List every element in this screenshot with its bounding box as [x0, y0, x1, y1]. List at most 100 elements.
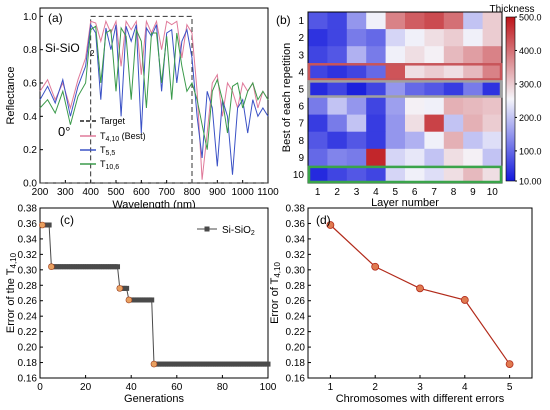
colorbar-tick-label: 200.0 — [519, 113, 542, 123]
heatmap-cell — [385, 97, 406, 115]
heatmap-cell — [346, 148, 367, 167]
y-tick-label: 0.36 — [286, 219, 306, 230]
y-tick-label: 0.0 — [23, 179, 37, 190]
y-tick-label: 0.34 — [286, 234, 306, 245]
heatmap-cell — [405, 80, 425, 98]
heatmap-cell — [327, 29, 348, 47]
x-tick-label: 200 — [32, 187, 49, 198]
heatmap-cell — [482, 80, 503, 98]
heatmap-cell — [366, 97, 386, 115]
heatmap-cell — [463, 97, 483, 115]
y-tick-label: 0.2 — [23, 145, 37, 156]
heatmap-cell — [405, 148, 425, 167]
heatmap-cell — [366, 63, 386, 81]
heatmap-cell — [482, 97, 503, 115]
panel-label: (a) — [48, 11, 63, 25]
x-tick-label: 600 — [133, 187, 150, 198]
heatmap-cell — [346, 46, 367, 64]
x-tick-label: 60 — [171, 382, 183, 393]
y-tick-label: 4 — [298, 67, 304, 78]
heatmap-cell — [385, 29, 406, 47]
heatmap-cell — [443, 46, 464, 64]
y-tick-label: 0.38 — [18, 204, 38, 215]
heatmap-cell — [463, 114, 483, 133]
y-tick-label: 0.18 — [286, 358, 306, 369]
y-tick-label: 0.38 — [286, 204, 306, 215]
y-tick-label: 0.18 — [18, 358, 38, 369]
heatmap-cell — [405, 46, 425, 64]
x-tick-label: 0 — [37, 382, 43, 393]
heatmap-cell — [405, 114, 425, 133]
heatmap-cell — [327, 114, 348, 133]
heatmap-cell — [308, 97, 328, 115]
x-tick-label: 8 — [451, 187, 457, 198]
heatmap-cell — [443, 80, 464, 98]
heatmap-cell — [308, 46, 328, 64]
y-tick-label: 0.8 — [23, 45, 37, 56]
x-tick-label: 500 — [108, 187, 125, 198]
heatmap-cell — [424, 63, 445, 81]
panel-label: (d) — [316, 213, 331, 227]
highlight-point — [125, 296, 133, 304]
y-tick-label: 0.20 — [286, 343, 306, 354]
row-highlight — [307, 80, 503, 98]
heatmap-cell — [443, 131, 464, 150]
heatmap-cell — [443, 165, 464, 184]
y-tick-label: 0.22 — [286, 327, 306, 338]
heatmap-cell — [308, 29, 328, 47]
heatmap-cell — [308, 80, 328, 98]
y-tick-label: 3 — [298, 50, 304, 61]
heatmap-cell — [327, 80, 348, 98]
heatmap-cell — [366, 165, 386, 184]
heatmap-cell — [463, 63, 483, 81]
heatmap-cell — [366, 29, 386, 47]
heatmap-cell — [346, 29, 367, 47]
heatmap-cell — [443, 29, 464, 47]
y-tick-label: 0.34 — [18, 234, 38, 245]
panel-a-reflectance-chart: 200 300 400 500 600 700 800 900 1000 1100 0.0 0.2 0.… — [5, 7, 279, 211]
heatmap-cell — [463, 165, 483, 184]
x-tick-label: 3 — [354, 187, 360, 198]
legend-label: Si-SiO2 — [222, 225, 255, 237]
material-annotation: Si-SiO — [45, 41, 80, 55]
x-axis-label: Generations — [124, 393, 184, 405]
colorbar-tick-label: 100.0 — [519, 146, 542, 156]
x-tick-label: 800 — [184, 187, 201, 198]
y-tick-label: 0.32 — [18, 250, 38, 261]
y-tick-label: 7 — [298, 119, 304, 130]
colorbar — [505, 16, 516, 182]
heatmap-cell — [405, 165, 425, 184]
heatmap-cell — [443, 12, 464, 30]
heatmap-cell — [385, 80, 406, 98]
heatmap-cell — [405, 97, 425, 115]
row-highlight — [307, 165, 503, 184]
heatmap-cell — [482, 12, 503, 30]
legend-label: T10,6 — [100, 159, 119, 171]
x-tick-label: 80 — [217, 382, 229, 393]
heatmap-cell — [424, 165, 445, 184]
heatmap-cell — [424, 12, 445, 30]
heatmap-cell — [385, 46, 406, 64]
x-tick-label: 6 — [412, 187, 418, 198]
data-point — [326, 221, 335, 229]
heatmap-cell — [366, 114, 386, 133]
y-tick-label: 0.26 — [18, 296, 38, 307]
heatmap-cell — [308, 165, 328, 184]
heatmap-cell — [366, 131, 386, 150]
y-tick-label: 0.16 — [286, 374, 306, 385]
data-point — [46, 222, 52, 228]
data-point — [149, 297, 155, 303]
heatmap-cell — [366, 148, 386, 167]
highlight-point — [38, 221, 46, 229]
plot-frame — [39, 207, 269, 379]
heatmap-cell — [346, 63, 367, 81]
y-tick-label: 0.30 — [18, 265, 38, 276]
y-tick-label: 8 — [298, 136, 304, 147]
heatmap-cell — [308, 63, 328, 81]
y-tick-label: 0.4 — [23, 112, 37, 123]
panel-b-thickness-heatmap: 1 2 3 4 5 6 7 8 9 10 1 2 3 4 5 6 7 8 9 10 Layer number Best o… — [276, 4, 542, 209]
heatmap-cell — [424, 114, 445, 133]
heatmap-cell — [327, 46, 348, 64]
heatmap-cell — [327, 63, 348, 81]
